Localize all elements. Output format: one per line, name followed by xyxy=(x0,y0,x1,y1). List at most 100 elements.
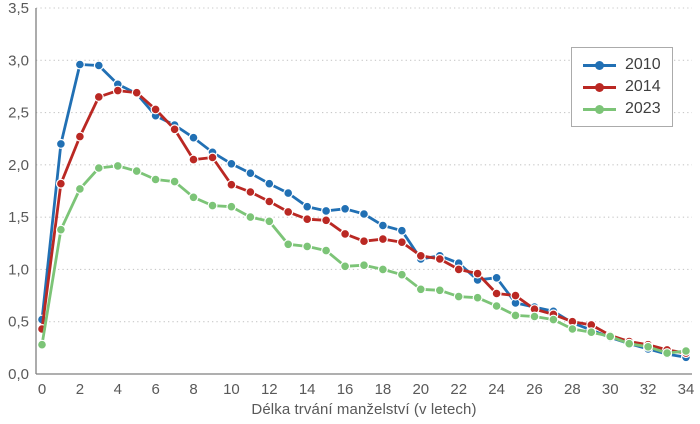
data-point xyxy=(264,196,275,207)
data-point xyxy=(453,291,464,302)
legend-label-2023: 2023 xyxy=(625,100,661,117)
data-point xyxy=(453,264,464,275)
data-point xyxy=(245,187,256,198)
data-point xyxy=(226,158,237,169)
data-point xyxy=(131,166,142,177)
data-point xyxy=(207,152,218,163)
data-point xyxy=(586,327,597,338)
x-tick-label: 6 xyxy=(151,381,159,398)
x-tick-label: 16 xyxy=(337,381,354,398)
data-point xyxy=(510,290,521,301)
y-tick-label: 0,0 xyxy=(8,366,29,383)
data-point xyxy=(74,131,85,142)
y-tick-label: 1,0 xyxy=(8,261,29,278)
legend-item-2010: 2010 xyxy=(583,54,662,76)
data-point xyxy=(112,160,123,171)
x-tick-label: 26 xyxy=(526,381,543,398)
y-axis-tick-labels: 0,0 0,5 1,0 1,5 2,0 2,5 3,0 3,5 xyxy=(8,0,29,383)
x-tick-label: 0 xyxy=(38,381,46,398)
y-tick-label: 1,5 xyxy=(8,209,29,226)
series-line-2014 xyxy=(40,89,688,355)
data-point xyxy=(340,228,351,239)
data-point xyxy=(415,250,426,261)
data-point xyxy=(662,348,673,359)
data-point xyxy=(396,225,407,236)
y-tick-label: 3,0 xyxy=(8,52,29,69)
data-point xyxy=(302,214,313,225)
data-point xyxy=(377,264,388,275)
x-axis-tick-labels: 0 2 4 6 8 10 12 14 16 18 20 22 24 26 28 30 32 34 xyxy=(38,381,695,398)
data-point xyxy=(169,124,180,135)
data-point xyxy=(643,341,654,352)
x-tick-label: 4 xyxy=(114,381,122,398)
data-point xyxy=(434,254,445,265)
x-tick-label: 32 xyxy=(640,381,657,398)
data-point xyxy=(340,203,351,214)
data-series xyxy=(36,59,691,363)
x-tick-label: 14 xyxy=(299,381,316,398)
data-point xyxy=(150,104,161,115)
data-point xyxy=(491,288,502,299)
legend-label-2014: 2014 xyxy=(625,78,661,95)
data-point xyxy=(93,60,104,71)
data-point xyxy=(188,132,199,143)
x-tick-label: 34 xyxy=(678,381,695,398)
data-point xyxy=(396,237,407,248)
data-point xyxy=(169,176,180,187)
data-point xyxy=(321,245,332,256)
y-tick-label: 2,5 xyxy=(8,105,29,122)
data-point xyxy=(131,87,142,98)
legend-marker-2010-icon xyxy=(583,60,616,70)
data-point xyxy=(188,154,199,165)
data-point xyxy=(510,310,521,321)
y-tick-label: 3,5 xyxy=(8,0,29,17)
data-point xyxy=(359,236,370,247)
data-point xyxy=(36,339,47,350)
data-point xyxy=(112,85,123,96)
x-tick-label: 8 xyxy=(189,381,197,398)
data-point xyxy=(359,260,370,271)
legend-item-2023: 2023 xyxy=(583,98,662,120)
data-point xyxy=(55,178,66,189)
data-point xyxy=(55,224,66,235)
data-point xyxy=(529,311,540,322)
data-point xyxy=(264,216,275,227)
data-point xyxy=(605,331,616,342)
data-point xyxy=(245,168,256,179)
data-point xyxy=(624,338,635,349)
legend-item-2014: 2014 xyxy=(583,76,662,98)
data-point xyxy=(359,209,370,220)
data-point xyxy=(548,314,559,325)
data-point xyxy=(377,220,388,231)
data-point xyxy=(491,272,502,283)
x-tick-label: 24 xyxy=(488,381,505,398)
data-point xyxy=(74,183,85,194)
legend-marker-2014-icon xyxy=(583,82,616,92)
data-point xyxy=(283,206,294,217)
data-point xyxy=(188,192,199,203)
data-point xyxy=(226,201,237,212)
data-point xyxy=(207,200,218,211)
x-tick-label: 22 xyxy=(450,381,467,398)
data-point xyxy=(283,239,294,250)
x-tick-label: 30 xyxy=(602,381,619,398)
data-point xyxy=(415,284,426,295)
data-point xyxy=(93,91,104,102)
y-tick-label: 0,5 xyxy=(8,314,29,331)
axes xyxy=(35,8,692,375)
data-point xyxy=(245,212,256,223)
x-tick-label: 18 xyxy=(375,381,392,398)
data-point xyxy=(396,269,407,280)
data-point xyxy=(377,234,388,245)
legend: 2010 2014 2023 xyxy=(571,47,673,127)
data-point xyxy=(226,179,237,190)
data-point xyxy=(340,261,351,272)
data-point xyxy=(283,188,294,199)
data-point xyxy=(491,301,502,312)
data-point xyxy=(264,178,275,189)
x-tick-label: 20 xyxy=(412,381,429,398)
data-point xyxy=(472,292,483,303)
data-point xyxy=(321,215,332,226)
